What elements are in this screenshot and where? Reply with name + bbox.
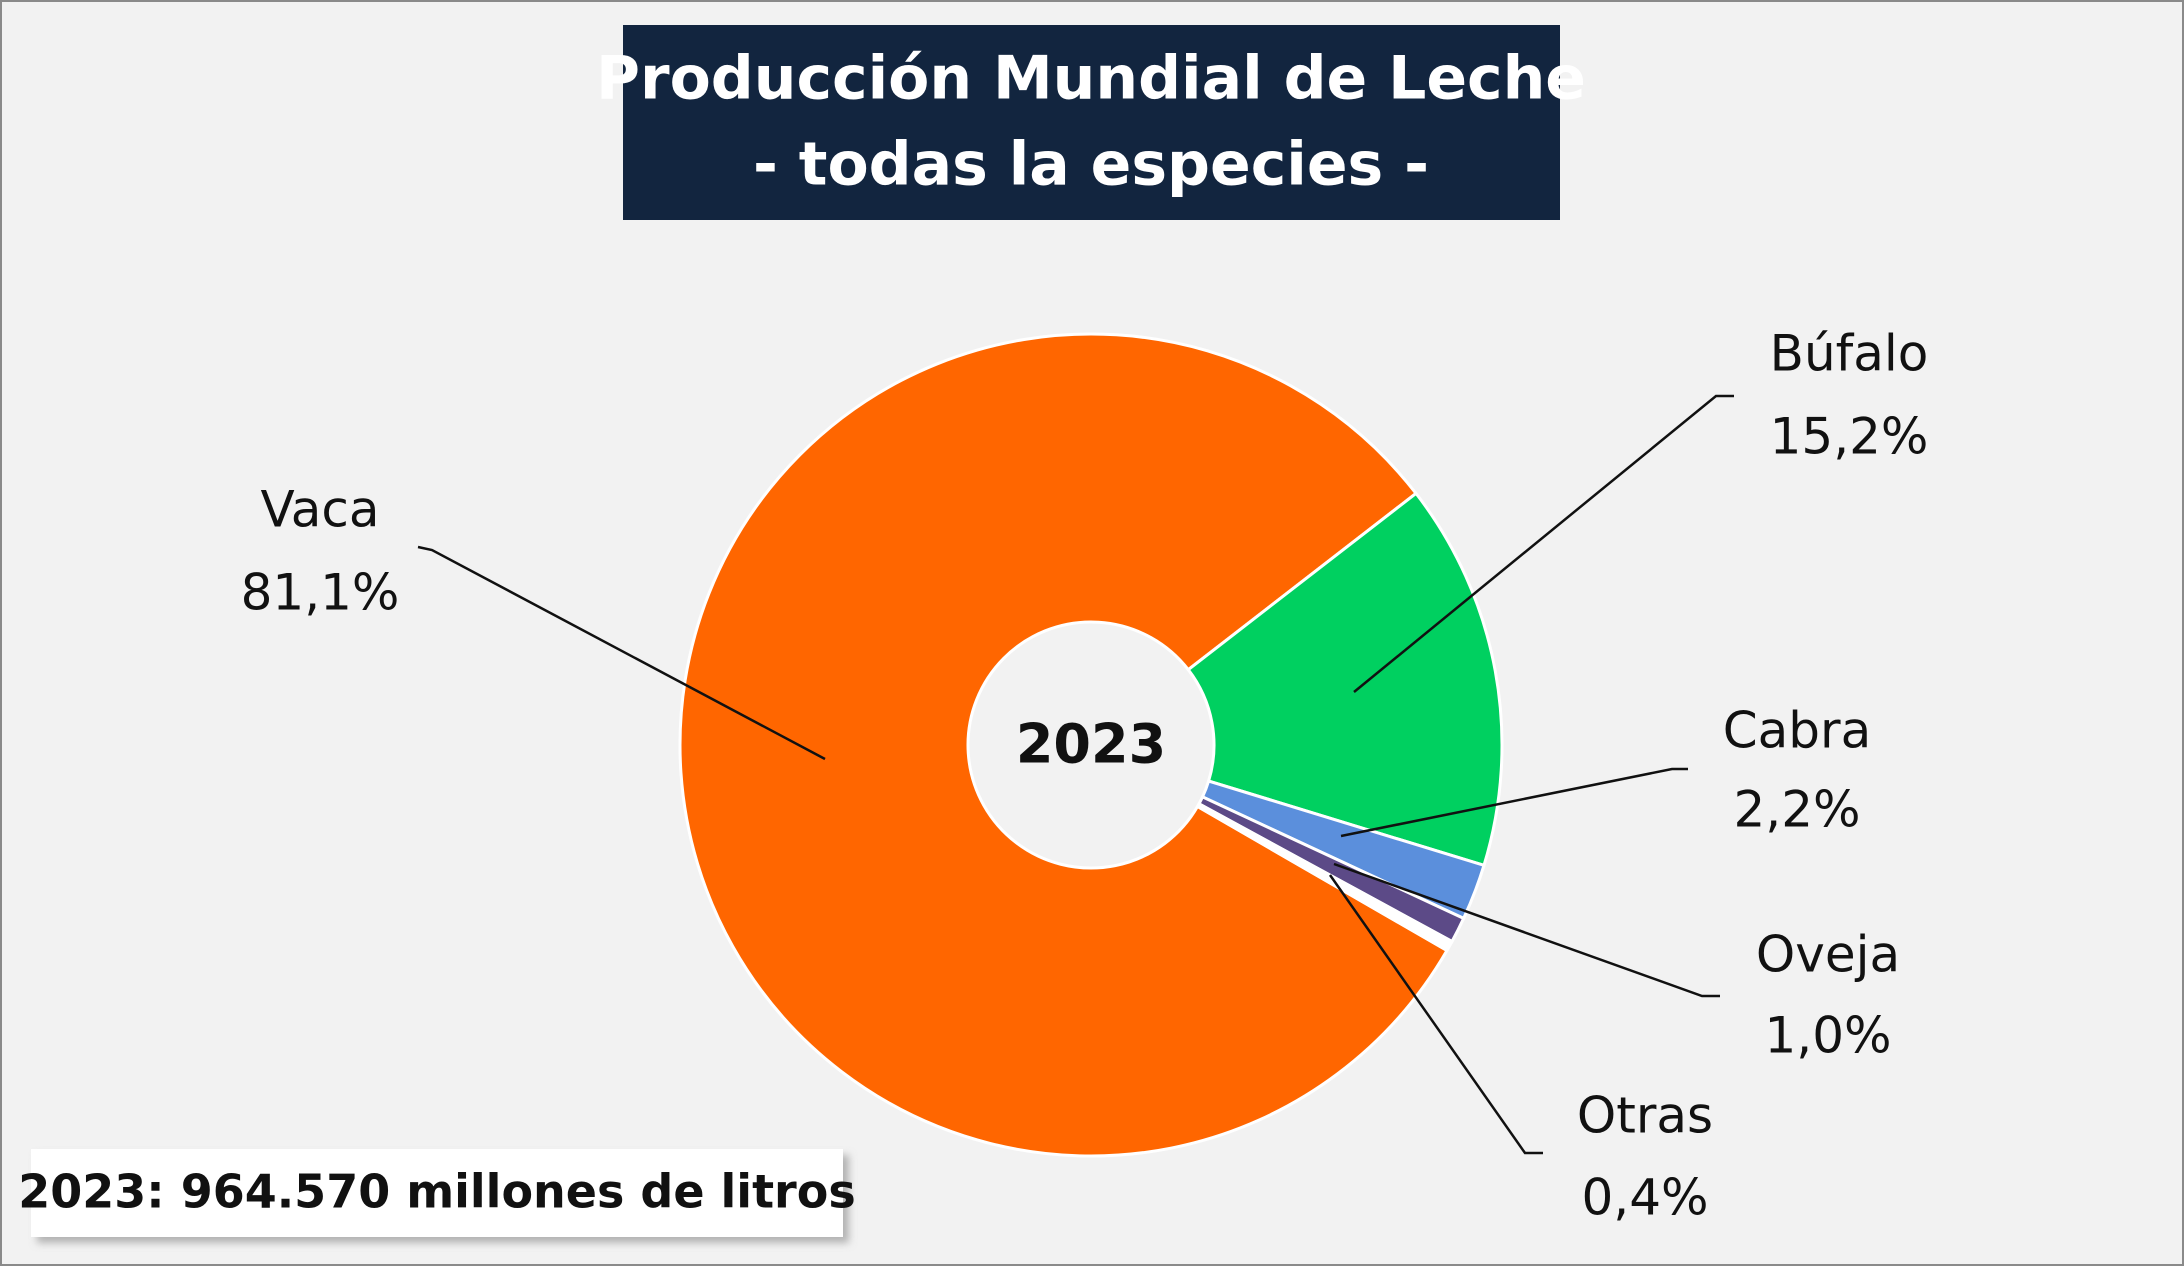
- leader-line: [1328, 874, 1543, 1155]
- chart-subtitle: - todas la especies -: [753, 130, 1429, 200]
- leader-line: [417, 545, 826, 761]
- value-label: 0,4%: [1581, 1169, 1708, 1227]
- slice: [678, 332, 1449, 1158]
- value-label: 81,1%: [241, 564, 400, 622]
- title-box: [623, 25, 1560, 220]
- value-label: 2,2%: [1733, 781, 1860, 839]
- category-label: Otras: [1577, 1087, 1713, 1145]
- leader-line: [1353, 394, 1734, 693]
- slice: [1186, 491, 1504, 868]
- center-label: 2023: [1016, 713, 1166, 776]
- category-label: Vaca: [260, 481, 379, 539]
- leader-line: [1340, 767, 1688, 838]
- category-label: Oveja: [1756, 926, 1900, 984]
- value-label: 15,2%: [1770, 408, 1929, 466]
- value-label: 1,0%: [1764, 1007, 1891, 1065]
- note-box: [31, 1149, 843, 1237]
- slice: [1195, 801, 1455, 953]
- category-label: Búfalo: [1770, 325, 1929, 383]
- chart-title: Producción Mundial de Leche: [596, 44, 1586, 114]
- category-label: Cabra: [1723, 702, 1872, 760]
- pie: [678, 332, 1504, 1158]
- leader-line: [1333, 862, 1720, 998]
- note: 2023: 964.570 millones de litros: [18, 1165, 855, 1219]
